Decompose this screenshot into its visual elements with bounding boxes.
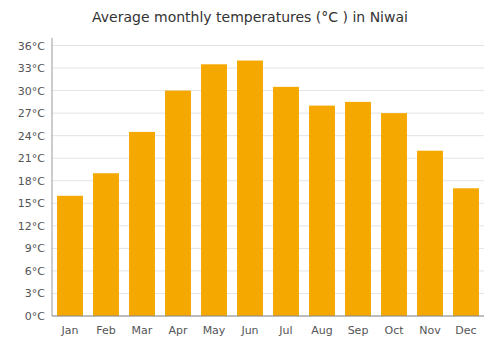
- x-tick-label: Jan: [61, 324, 79, 337]
- bar: [165, 91, 191, 316]
- bar: [309, 106, 335, 316]
- y-tick-label: 30°C: [18, 85, 45, 98]
- y-axis-line: [52, 38, 53, 316]
- bar: [273, 87, 299, 316]
- bars: [57, 61, 479, 316]
- y-tick-label: 3°C: [25, 287, 45, 300]
- y-tick-label: 36°C: [18, 40, 45, 53]
- bar: [93, 173, 119, 316]
- x-tick-label: Oct: [384, 324, 404, 337]
- bar: [201, 64, 227, 316]
- x-tick-label: Nov: [419, 324, 441, 337]
- bar: [129, 132, 155, 316]
- y-tick-label: 12°C: [18, 220, 45, 233]
- grid-line: [52, 45, 484, 46]
- x-axis: Jan Feb Mar Apr May Jun Jul Aug Sep Oct Nov Dec: [52, 316, 484, 337]
- chart: Average monthly temperatures (°C ) in Ni…: [0, 0, 500, 350]
- y-tick-label: 18°C: [18, 175, 45, 188]
- bar: [453, 188, 479, 316]
- y-tick-label: 27°C: [18, 107, 45, 120]
- grid-line: [52, 68, 484, 69]
- y-tick-label: 15°C: [18, 197, 45, 210]
- x-tick-label: Jun: [240, 324, 258, 337]
- y-tick-label: 33°C: [18, 62, 45, 75]
- bar: [381, 113, 407, 316]
- bar: [237, 61, 263, 316]
- x-tick-label: Dec: [455, 324, 476, 337]
- y-tick-label: 24°C: [18, 130, 45, 143]
- x-tick-label: May: [203, 324, 226, 337]
- title: Average monthly temperatures (°C ) in Ni…: [92, 9, 408, 25]
- grid-line: [52, 113, 484, 114]
- y-tick-label: 6°C: [25, 265, 45, 278]
- x-tick-label: Feb: [96, 324, 115, 337]
- grid-line: [52, 316, 484, 317]
- bar: [345, 102, 371, 316]
- y-tick-label: 21°C: [18, 152, 45, 165]
- y-tick-label: 9°C: [25, 242, 45, 255]
- x-tick-label: Aug: [311, 324, 332, 337]
- grid: [52, 46, 484, 316]
- y-axis: 0°C 3°C 6°C 9°C 12°C 15°C 18°C 21°C 24°C 27°C 30°C…: [18, 38, 52, 323]
- x-tick-label: Mar: [132, 324, 153, 337]
- x-tick-label: Jul: [278, 324, 292, 337]
- y-tick-label: 0°C: [25, 310, 45, 323]
- page: {"chart_data": {"type": "bar", "title": …: [0, 0, 500, 350]
- x-tick-label: Sep: [348, 324, 369, 337]
- x-tick-label: Apr: [168, 324, 188, 337]
- bar: [57, 196, 83, 316]
- bar: [417, 151, 443, 316]
- grid-line: [52, 90, 484, 91]
- x-axis-line: [52, 316, 484, 317]
- grid-line: [52, 135, 484, 136]
